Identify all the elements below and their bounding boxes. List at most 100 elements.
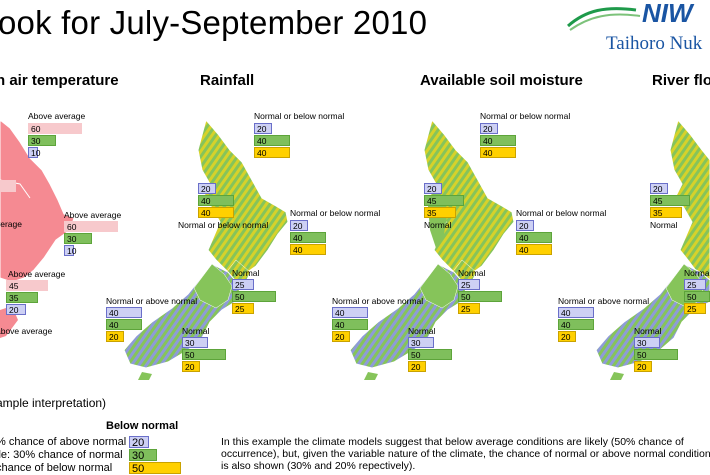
above-normal-bar: 20 (634, 361, 652, 372)
region-label: Normal (458, 268, 486, 278)
normal-bar: 30 (28, 135, 56, 146)
below-normal-bar: 20 (424, 183, 442, 194)
above-normal-bar (0, 180, 16, 192)
below-normal-bar: 25 (458, 279, 480, 290)
above-normal-bar: 35 (424, 207, 456, 218)
normal-bar: 50 (634, 349, 678, 360)
above-normal-bar: 40 (254, 147, 290, 158)
example-row-text: chance of below normal (0, 462, 113, 474)
above-normal-bar: 20 (558, 331, 576, 342)
normal-bar: 50 (684, 291, 710, 302)
normal-bar: 40 (332, 319, 368, 330)
panel-title-temperature: n air temperature (0, 72, 119, 89)
logo-subtitle: Taihoro Nuk (606, 33, 703, 54)
below-normal-bar: 20 (480, 123, 498, 134)
below-normal-bar: 25 (232, 279, 254, 290)
normal-bar: 40 (558, 319, 594, 330)
above-normal-bar: 40 (198, 207, 234, 218)
normal-bar: 50 (458, 291, 502, 302)
below-normal-bar: 10 (64, 245, 76, 256)
region-label: Normal or above normal (332, 296, 424, 306)
below-normal-bar: 40 (106, 307, 142, 318)
above-normal-bar: 20 (408, 361, 426, 372)
below-normal-bar: 20 (290, 220, 308, 231)
normal-bar: 40 (198, 195, 234, 206)
region-label: Normal (684, 268, 710, 278)
logo-wave-icon: NIW (567, 0, 695, 31)
above-normal-bar: 20 (182, 361, 200, 372)
region-label: verage (0, 219, 22, 229)
above-normal-bar: 40 (480, 147, 516, 158)
example-row-above: % chance of above normal (0, 435, 126, 449)
region-label: Normal (650, 220, 678, 230)
above-normal-bar: 60 (28, 123, 82, 134)
region-label: Normal (232, 268, 260, 278)
rainfall-map (123, 118, 289, 380)
region-label: Normal or below normal (254, 111, 345, 121)
below-normal-bar: 30 (182, 337, 208, 348)
below-normal-bar: 25 (684, 279, 706, 290)
normal-bar: 40 (290, 232, 326, 243)
above-normal-bar: 40 (290, 244, 326, 255)
above-normal-bar: 20 (332, 331, 350, 342)
normal-bar: 40 (106, 319, 142, 330)
region-label: Normal or above normal (106, 296, 198, 306)
above-normal-bar: 60 (64, 221, 118, 232)
region-label: Normal (634, 326, 662, 336)
example-below-bar: 20 (129, 436, 149, 449)
region-label: Normal (424, 220, 452, 230)
example-row-normal: ile: 30% chance of normal (0, 448, 123, 462)
region-label: Normal or below normal (516, 208, 607, 218)
example-row-text: % chance of above normal (0, 436, 127, 448)
normal-bar: 40 (480, 135, 516, 146)
page-title: ook for July-September 2010 (0, 4, 428, 41)
above-normal-bar: 25 (232, 303, 254, 314)
example-row-below: chance of below normal (0, 461, 112, 475)
panel-title-soil-moisture: Available soil moisture (420, 72, 583, 89)
region-label: above average (0, 326, 53, 336)
above-normal-bar: 35 (650, 207, 682, 218)
below-normal-bar: 20 (198, 183, 216, 194)
normal-bar: 45 (424, 195, 464, 206)
normal-bar: 35 (6, 292, 38, 303)
below-normal-bar: 30 (634, 337, 660, 348)
niwa-logo: NIW Taihoro Nuk (566, 0, 710, 58)
panel-title-river-flow: River flo (652, 72, 710, 89)
below-normal-bar: 20 (516, 220, 534, 231)
normal-bar: 40 (516, 232, 552, 243)
below-normal-bar: 10 (28, 147, 40, 158)
region-label: Normal or below normal (290, 208, 381, 218)
example-row-text: ile: 30% chance of normal (0, 449, 123, 461)
region-label: Above average (8, 269, 66, 279)
panel-title-rainfall: Rainfall (200, 72, 255, 89)
below-normal-bar: 20 (6, 304, 26, 315)
above-normal-bar: 20 (106, 331, 124, 342)
above-normal-bar: 25 (458, 303, 480, 314)
normal-bar: 50 (182, 349, 226, 360)
example-above-bar: 50 (129, 462, 181, 475)
normal-bar: 45 (650, 195, 690, 206)
normal-bar: 30 (64, 233, 92, 244)
example-heading: ample interpretation) (0, 396, 107, 410)
above-normal-bar: 45 (6, 280, 48, 291)
below-normal-bar: 40 (332, 307, 368, 318)
normal-bar: 50 (232, 291, 276, 302)
below-normal-bar: 20 (650, 183, 668, 194)
below-normal-bar: 20 (254, 123, 272, 134)
below-normal-bar: 30 (408, 337, 434, 348)
example-column-label: Below normal (106, 420, 179, 432)
region-label: Above average (28, 111, 86, 121)
normal-bar: 40 (254, 135, 290, 146)
above-normal-bar: 25 (684, 303, 706, 314)
region-label: Normal (408, 326, 436, 336)
below-normal-bar: 40 (558, 307, 594, 318)
example-explanation: In this example the climate models sugge… (221, 436, 710, 472)
region-label: Normal (182, 326, 210, 336)
region-label: Normal or below normal (480, 111, 571, 121)
region-label: Normal or below normal (178, 220, 269, 230)
example-normal-bar: 30 (129, 449, 157, 462)
region-label: Above average (64, 210, 122, 220)
logo-mark: NIW (642, 0, 695, 28)
normal-bar: 50 (408, 349, 452, 360)
above-normal-bar: 40 (516, 244, 552, 255)
